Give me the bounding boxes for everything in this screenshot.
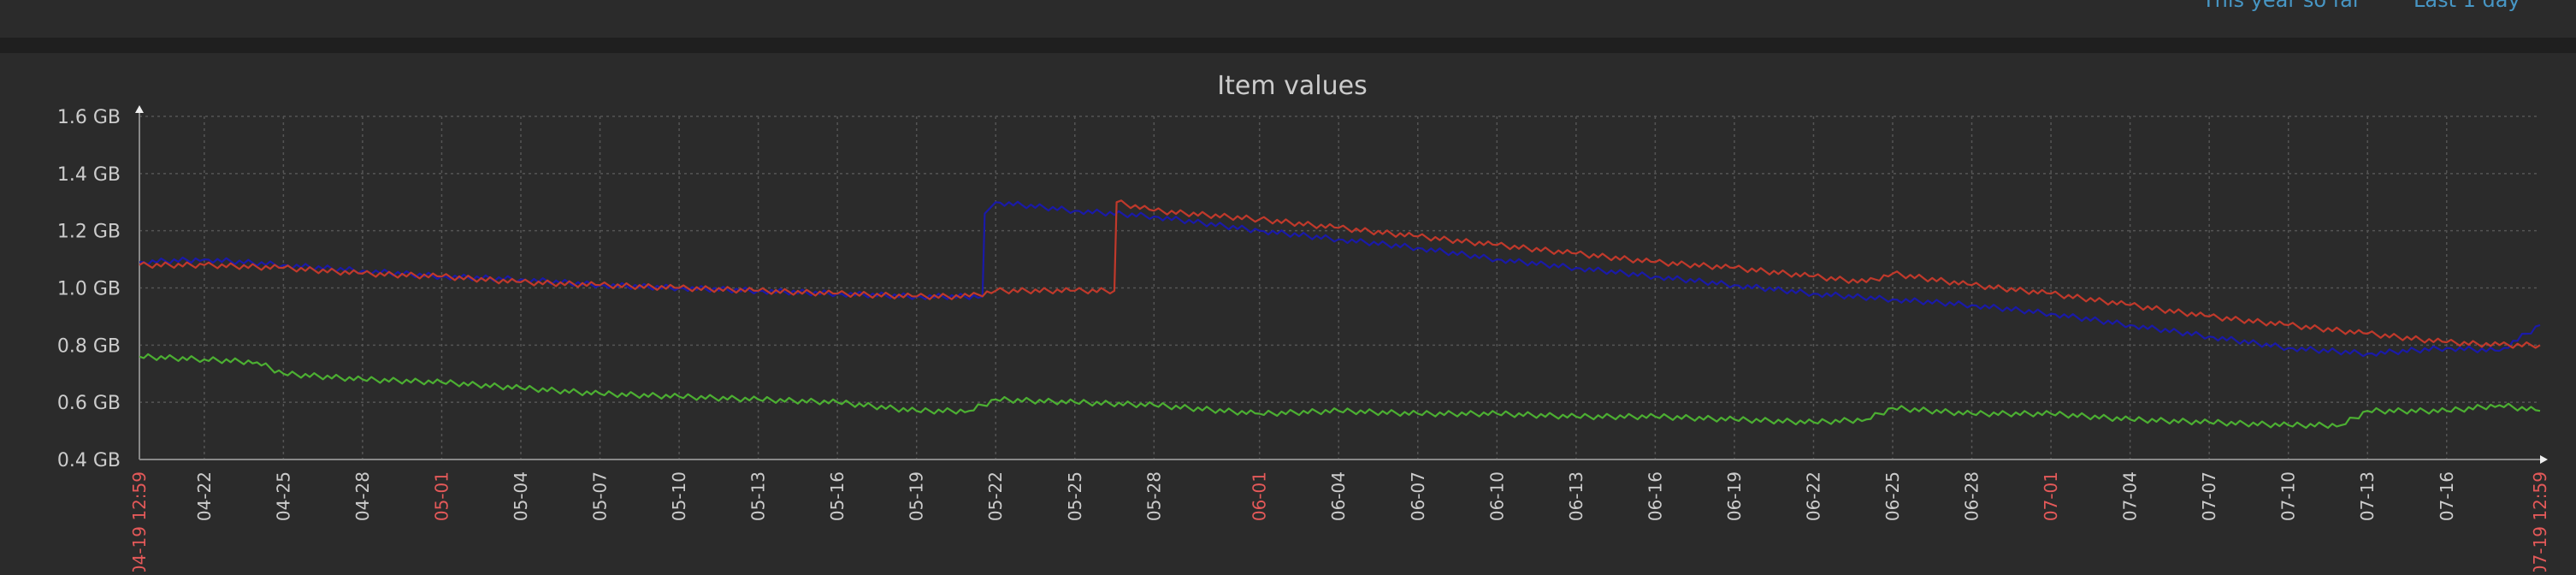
x-tick-label: 04-25 bbox=[273, 471, 293, 521]
x-tick-label: 05-25 bbox=[1065, 471, 1085, 521]
y-tick-label: 0.4 GB bbox=[57, 450, 121, 471]
x-tick-label: 06-07 bbox=[1408, 471, 1428, 521]
x-tick-label: 06-28 bbox=[1962, 471, 1982, 521]
item-values-chart: Item values 0.4 GB 0.6 GB 0.8 GB 1.0 GB 1.2 … bbox=[57, 71, 2550, 575]
x-tick-label: 05-04 bbox=[511, 471, 531, 521]
y-tick-label: 1.0 GB bbox=[57, 279, 121, 300]
x-tick-label: 06-25 bbox=[1882, 471, 1903, 521]
x-tick-label: 05-16 bbox=[827, 471, 848, 521]
section-divider bbox=[0, 38, 2576, 53]
graph-panel: Item values 0.4 GB 0.6 GB 0.8 GB 1.0 GB 1.2 … bbox=[0, 53, 2576, 575]
x-tick-label: 04-28 bbox=[352, 471, 373, 521]
x-tick-label: 05-19 bbox=[907, 471, 927, 521]
x-tick-label: 06-22 bbox=[1803, 471, 1823, 521]
series-line bbox=[139, 199, 2541, 349]
x-tick-label: 04-22 bbox=[194, 471, 215, 521]
series-line bbox=[139, 200, 2541, 358]
y-axis-arrow bbox=[135, 105, 144, 113]
y-tick-label: 1.6 GB bbox=[57, 107, 121, 128]
x-tick-label: 07-01 bbox=[2041, 471, 2061, 521]
series-lines bbox=[139, 199, 2541, 430]
x-tick-label: 05-13 bbox=[748, 471, 769, 521]
x-tick-label: 07-07 bbox=[2199, 471, 2219, 521]
x-tick-label: 05-01 bbox=[431, 471, 452, 521]
x-tick-label: 07-13 bbox=[2357, 471, 2378, 521]
x-tick-label: 05-10 bbox=[669, 471, 689, 521]
x-tick-label: 06-04 bbox=[1328, 471, 1349, 521]
x-axis-ticks: 04-19 12:59 04-22 04-25 04-28 05-01 05-04 05-0… bbox=[129, 471, 2550, 575]
y-tick-label: 1.4 GB bbox=[57, 164, 121, 186]
x-tick-label: 07-16 bbox=[2437, 471, 2457, 521]
axes bbox=[135, 105, 2548, 464]
x-tick-label: 04-19 12:59 bbox=[129, 471, 150, 572]
x-tick-label: 05-28 bbox=[1143, 471, 1164, 521]
this-year-so-far-link[interactable]: This year so far bbox=[2202, 0, 2361, 12]
x-tick-label: 05-07 bbox=[590, 471, 611, 521]
x-tick-label: 07-10 bbox=[2278, 471, 2299, 521]
x-axis-arrow bbox=[2540, 455, 2548, 464]
x-tick-label: 06-10 bbox=[1486, 471, 1507, 521]
last-1-day-link[interactable]: Last 1 day bbox=[2414, 0, 2520, 12]
grid-lines bbox=[139, 116, 2540, 459]
x-tick-label: 06-19 bbox=[1724, 471, 1745, 521]
top-toolbar: This year so far Last 1 day bbox=[0, 0, 2576, 38]
y-axis-ticks: 0.4 GB 0.6 GB 0.8 GB 1.0 GB 1.2 GB 1.4 GB 1.6 … bbox=[57, 107, 121, 471]
x-tick-label: 07-04 bbox=[2120, 471, 2141, 521]
y-tick-label: 0.6 GB bbox=[57, 393, 121, 414]
x-tick-label: 06-13 bbox=[1566, 471, 1586, 521]
y-tick-label: 0.8 GB bbox=[57, 335, 121, 357]
y-tick-label: 1.2 GB bbox=[57, 222, 121, 243]
series-line bbox=[139, 353, 2541, 430]
x-tick-label: 06-16 bbox=[1645, 471, 1665, 521]
x-tick-label: 07-19 12:59 bbox=[2530, 471, 2550, 572]
x-tick-label: 05-22 bbox=[985, 471, 1006, 521]
chart-title: Item values bbox=[1217, 71, 1367, 101]
x-tick-label: 06-01 bbox=[1250, 471, 1270, 521]
